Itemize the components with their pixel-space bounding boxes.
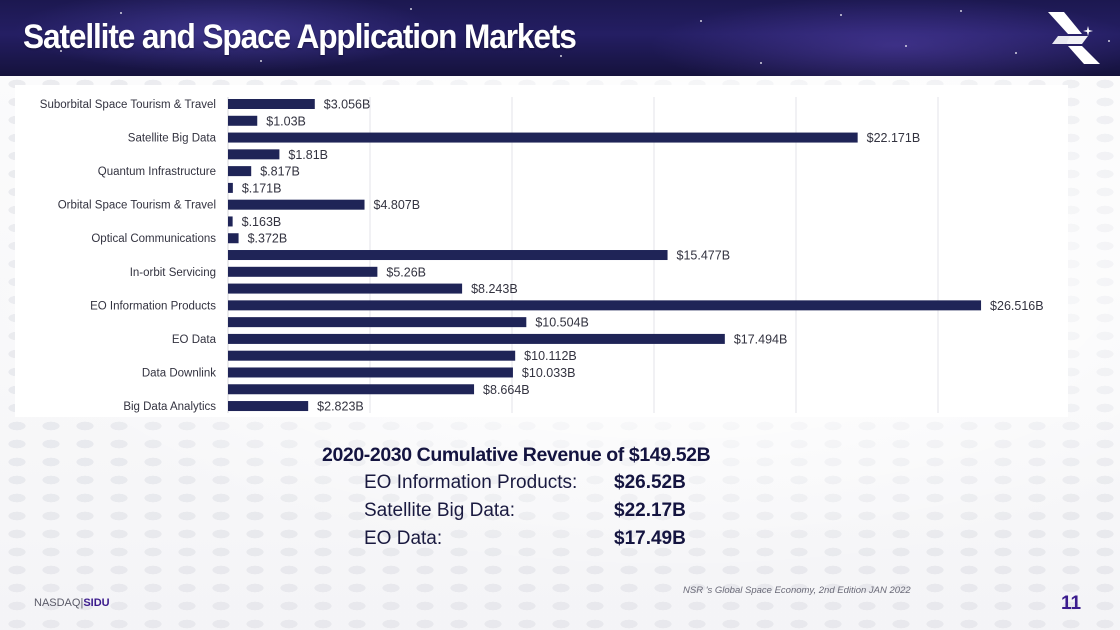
stock-ticker: NASDAQ|SIDU <box>34 597 110 609</box>
page-title: Satellite and Space Application Markets <box>23 18 577 56</box>
exchange-label: NASDAQ| <box>34 597 84 609</box>
ticker-symbol: SIDU <box>83 597 110 609</box>
summary-row-value: $26.52B <box>614 472 686 493</box>
summary-row-label: EO Data: <box>364 528 443 549</box>
brand-x-logo-icon <box>1048 12 1100 64</box>
summary-row-label: EO Information Products: <box>364 472 578 493</box>
chart-panel <box>15 85 1068 417</box>
revenue-summary: 2020-2030 Cumulative Revenue of $149.52B… <box>322 444 711 549</box>
summary-row-value: $22.17B <box>614 500 686 521</box>
source-citation: NSR 's Global Space Economy, 2nd Edition… <box>683 585 911 596</box>
summary-row-label: Satellite Big Data: <box>364 500 516 521</box>
page-number: 11 <box>1061 593 1082 614</box>
summary-title: 2020-2030 Cumulative Revenue of $149.52B <box>322 444 711 466</box>
summary-row-value: $17.49B <box>614 528 686 549</box>
header-banner: Satellite and Space Application Markets <box>0 0 1120 76</box>
